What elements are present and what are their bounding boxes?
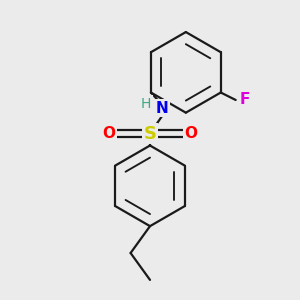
Text: N: N: [156, 101, 168, 116]
Text: O: O: [103, 126, 116, 141]
Text: H: H: [141, 97, 151, 111]
Text: O: O: [184, 126, 197, 141]
Text: F: F: [239, 92, 250, 107]
Text: S: S: [143, 124, 157, 142]
